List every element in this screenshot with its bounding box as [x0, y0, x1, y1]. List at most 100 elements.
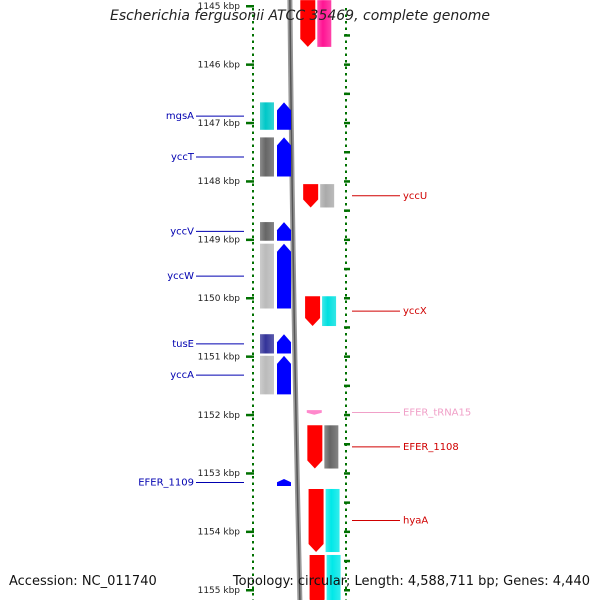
minor-tick-right [345, 430, 347, 433]
minor-tick-left [252, 476, 254, 479]
minor-tick-left [252, 508, 254, 511]
minor-tick-right [345, 372, 347, 375]
mid-tick-right [344, 180, 350, 183]
minor-tick-right [345, 515, 347, 518]
kbp-tick-mark [246, 5, 254, 8]
minor-tick-right [345, 404, 347, 407]
minor-tick-right [345, 144, 347, 147]
minor-tick-right [345, 463, 347, 466]
kbp-tick-label: 1149 kbp [198, 236, 241, 246]
gene-label: yccV [170, 226, 194, 237]
minor-tick-left [252, 138, 254, 141]
minor-tick-right [345, 489, 347, 492]
gene-cog-bar [260, 102, 274, 130]
gene-label: mgsA [166, 111, 194, 122]
minor-tick-right [345, 125, 347, 128]
kbp-tick-mark [246, 530, 254, 534]
gene-arrow-reverse [303, 184, 319, 208]
minor-tick-right [345, 333, 347, 336]
minor-tick-right [345, 183, 347, 186]
minor-tick-left [252, 229, 254, 232]
minor-tick-right [345, 8, 347, 11]
minor-tick-left [252, 547, 254, 550]
minor-tick-right [345, 339, 347, 342]
minor-tick-right [345, 112, 347, 115]
gene-cog-bar [260, 137, 274, 177]
minor-tick-left [252, 502, 254, 505]
minor-tick-right [345, 541, 347, 544]
kbp-tick-label: 1153 kbp [198, 469, 241, 479]
minor-tick-left [252, 450, 254, 453]
minor-tick-left [252, 268, 254, 271]
minor-tick-right [345, 157, 347, 160]
minor-tick-left [252, 86, 254, 89]
mid-tick-right [344, 472, 350, 475]
minor-tick-right [345, 320, 347, 323]
minor-tick-left [252, 190, 254, 193]
minor-tick-left [252, 313, 254, 316]
minor-tick-right [345, 411, 347, 414]
minor-tick-right [345, 534, 347, 537]
gene-arrow-reverse [305, 296, 321, 327]
minor-tick-right [345, 216, 347, 219]
minor-tick-left [252, 105, 254, 108]
minor-tick-left [252, 365, 254, 368]
minor-tick-left [252, 281, 254, 284]
map-title: Escherichia fergusonii ATCC 35469, compl… [109, 8, 491, 24]
minor-tick-right [345, 105, 347, 108]
minor-tick-left [252, 47, 254, 50]
minor-tick-left [252, 515, 254, 518]
minor-tick-left [252, 411, 254, 414]
minor-tick-right [345, 164, 347, 167]
minor-tick-left [252, 489, 254, 492]
gene-cog-bar [322, 296, 337, 327]
minor-tick-left [252, 164, 254, 167]
mid-tick-right [344, 63, 350, 66]
minor-tick-right [345, 79, 347, 82]
minor-tick-right [345, 170, 347, 173]
minor-tick-right [345, 60, 347, 63]
minor-tick-left [252, 34, 254, 37]
minor-tick-left [252, 60, 254, 63]
minor-tick-right [345, 547, 347, 550]
minor-tick-right [345, 352, 347, 355]
minor-tick-left [252, 326, 254, 329]
gene-label: EFER_1109 [138, 478, 194, 489]
minor-tick-left [252, 118, 254, 121]
minor-tick-right [345, 482, 347, 485]
minor-tick-right [345, 424, 347, 427]
minor-tick-right [345, 138, 347, 141]
gene-arrow-reverse [300, 0, 316, 47]
gene-label: yccW [167, 271, 194, 282]
kbp-tick-label: 1155 kbp [198, 586, 241, 596]
minor-tick-right [345, 586, 347, 589]
gene-label: EFER_1108 [403, 442, 459, 453]
minor-tick-right [345, 261, 347, 264]
gene-cog-bar [326, 554, 341, 600]
gene-cog-bar [325, 488, 340, 553]
mid-tick-right [344, 326, 350, 329]
minor-tick-right [345, 391, 347, 394]
minor-tick-left [252, 443, 254, 446]
minor-tick-right [345, 27, 347, 30]
minor-tick-right [345, 222, 347, 225]
minor-tick-right [345, 190, 347, 193]
minor-tick-left [252, 469, 254, 472]
mid-tick-right [344, 589, 350, 592]
gene-cog-bar [260, 355, 274, 395]
gene-label: yccA [170, 370, 194, 381]
minor-tick-left [252, 359, 254, 362]
gene-cog-bar [320, 184, 335, 208]
minor-tick-left [252, 482, 254, 485]
minor-tick-left [252, 222, 254, 225]
minor-tick-left [252, 92, 254, 95]
minor-tick-left [252, 261, 254, 264]
minor-tick-left [252, 27, 254, 30]
gene-label: yccU [403, 191, 427, 202]
minor-tick-right [345, 229, 347, 232]
mid-tick-right [344, 559, 350, 563]
minor-tick-left [252, 209, 254, 212]
kbp-tick-mark [246, 355, 254, 358]
